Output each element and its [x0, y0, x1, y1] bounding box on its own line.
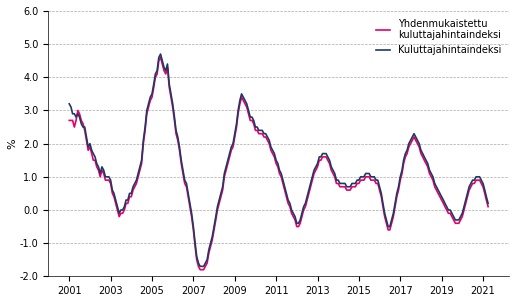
- Line: Yhdenmukaistettu
kuluttajahintaindeksi: Yhdenmukaistettu kuluttajahintaindeksi: [69, 57, 488, 270]
- Legend: Yhdenmukaistettu
kuluttajahintaindeksi, Kuluttajahintaindeksi: Yhdenmukaistettu kuluttajahintaindeksi, …: [373, 16, 504, 58]
- Y-axis label: %: %: [7, 138, 17, 149]
- Line: Kuluttajahintaindeksi: Kuluttajahintaindeksi: [69, 54, 488, 266]
